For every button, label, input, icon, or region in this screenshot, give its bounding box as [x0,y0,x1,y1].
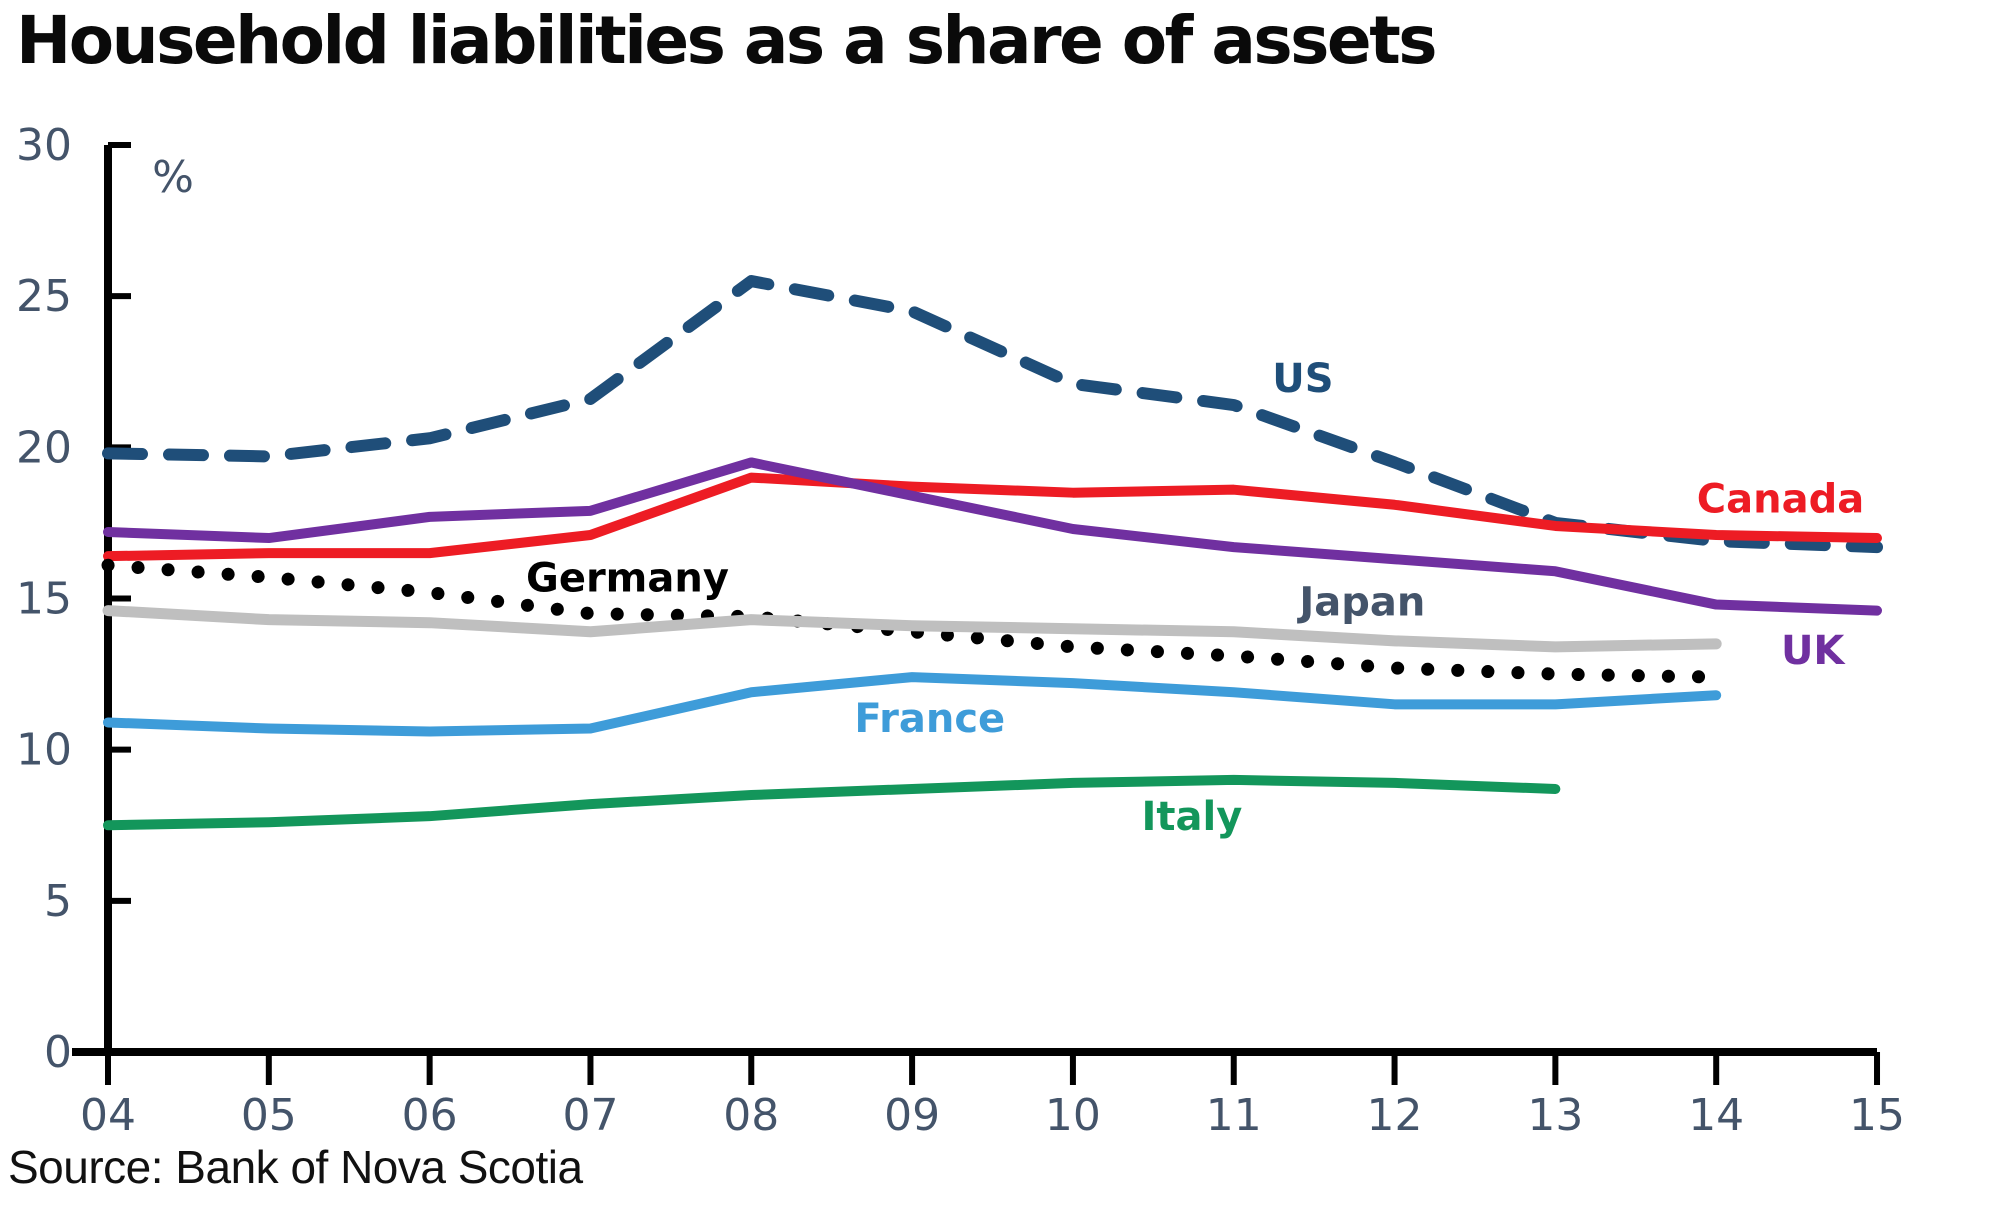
series-label-japan: Japan [1296,580,1425,626]
series-line-uk [103,457,1883,616]
x-tick-label: 08 [723,1090,779,1141]
x-tick-label: 12 [1367,1090,1423,1141]
series-line-italy [103,774,1561,831]
series-label-italy: Italy [1142,794,1243,840]
series-label-canada: Canada [1697,477,1864,523]
series-line-germany [101,558,1723,684]
y-tick-label: 5 [44,876,72,927]
y-tick-label: 10 [16,725,72,776]
series-label-france: France [854,696,1005,742]
series-label-us: US [1272,356,1333,402]
series-label-uk: UK [1781,628,1846,674]
series-line-us [102,275,1884,554]
x-tick-label: 09 [884,1090,940,1141]
x-tick-label: 15 [1849,1090,1905,1141]
y-axis-unit-label: % [152,152,194,203]
chart-title: Household liabilities as a share of asse… [16,2,1438,79]
source-note: Source: Bank of Nova Scotia [8,1141,583,1193]
y-tick-label: 25 [16,271,72,322]
x-tick-label: 11 [1206,1090,1262,1141]
x-tick-label: 14 [1688,1090,1744,1141]
x-tick-label: 05 [241,1090,297,1141]
x-tick-label: 13 [1527,1090,1583,1141]
x-tick-label: 07 [562,1090,618,1141]
series-line-france [103,672,1722,737]
y-tick-label: 30 [16,120,72,171]
series-line-japan [102,605,1722,653]
x-tick-label: 04 [80,1090,136,1141]
series-label-germany: Germany [526,555,729,601]
x-tick-label: 10 [1045,1090,1101,1141]
y-tick-label: 20 [16,422,72,473]
y-tick-label: 15 [16,574,72,625]
series-line-canada [103,472,1883,562]
y-tick-label: 0 [44,1027,72,1078]
x-tick-label: 06 [402,1090,458,1141]
